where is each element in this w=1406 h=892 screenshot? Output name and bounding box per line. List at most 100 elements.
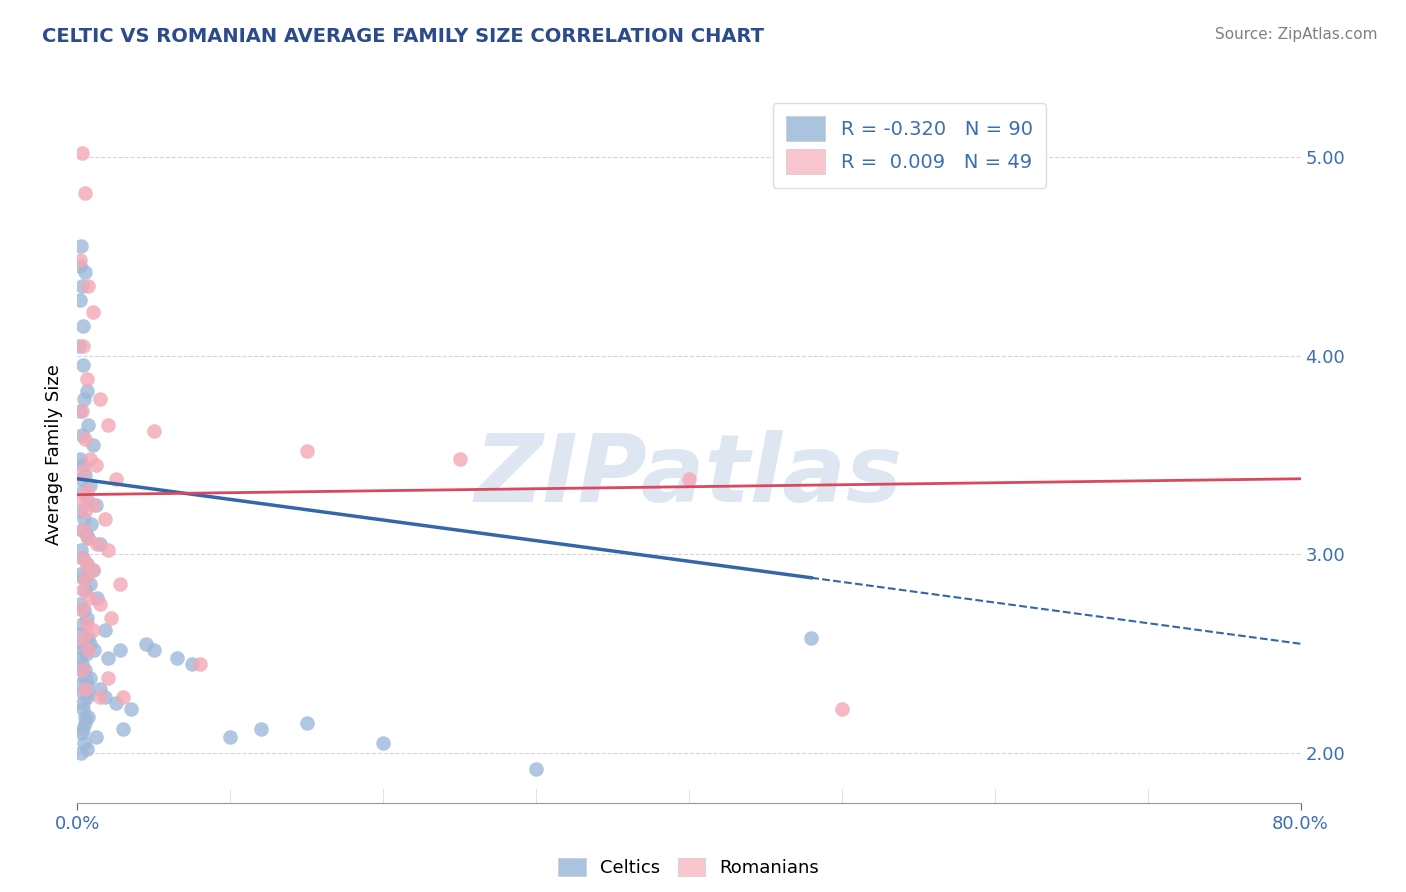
Point	[77, 532, 100, 546]
Point	[89, 537, 111, 551]
Point	[831, 702, 853, 716]
Point	[73, 663, 96, 677]
Point	[104, 472, 127, 486]
Point	[94, 511, 117, 525]
Point	[70, 428, 93, 442]
Point	[79, 477, 101, 491]
Point	[72, 702, 94, 716]
Point	[82, 438, 104, 452]
Point	[188, 657, 211, 671]
Point	[75, 527, 97, 541]
Y-axis label: Average Family Size: Average Family Size	[45, 365, 63, 545]
Point	[166, 650, 188, 665]
Point	[295, 716, 318, 731]
Point	[70, 627, 93, 641]
Point	[77, 532, 100, 546]
Point	[70, 279, 93, 293]
Point	[80, 517, 103, 532]
Point	[69, 404, 91, 418]
Point	[82, 498, 104, 512]
Point	[72, 631, 94, 645]
Point	[77, 710, 100, 724]
Point	[94, 623, 117, 637]
Point	[70, 746, 93, 760]
Point	[72, 697, 94, 711]
Point	[69, 650, 91, 665]
Point	[70, 543, 93, 558]
Point	[104, 697, 127, 711]
Point	[72, 637, 94, 651]
Point	[70, 663, 93, 677]
Point	[72, 359, 94, 373]
Point	[86, 591, 108, 605]
Point	[79, 591, 101, 605]
Point	[70, 726, 93, 740]
Point	[89, 597, 111, 611]
Point	[89, 392, 111, 407]
Point	[73, 716, 96, 731]
Point	[449, 451, 471, 466]
Point	[70, 145, 93, 160]
Point	[72, 642, 94, 657]
Point	[72, 571, 94, 585]
Point	[73, 583, 96, 598]
Point	[72, 318, 94, 333]
Point	[73, 682, 96, 697]
Point	[72, 686, 94, 700]
Point	[69, 259, 91, 273]
Point	[89, 690, 111, 705]
Point	[76, 372, 98, 386]
Point	[79, 671, 101, 685]
Point	[76, 676, 98, 690]
Point	[72, 551, 94, 566]
Point	[97, 671, 120, 685]
Point	[112, 690, 135, 705]
Point	[79, 577, 101, 591]
Point	[76, 384, 98, 399]
Point	[84, 458, 107, 472]
Point	[97, 418, 120, 433]
Point	[73, 186, 96, 200]
Point	[82, 305, 104, 319]
Point	[69, 293, 91, 307]
Point	[70, 551, 93, 566]
Point	[89, 682, 111, 697]
Point	[69, 567, 91, 582]
Point	[82, 563, 104, 577]
Point	[69, 503, 91, 517]
Point	[75, 647, 97, 661]
Point	[72, 524, 94, 538]
Point	[86, 537, 108, 551]
Point	[84, 730, 107, 744]
Point	[73, 710, 96, 724]
Point	[73, 392, 96, 407]
Point	[800, 631, 823, 645]
Point	[77, 686, 100, 700]
Point	[76, 742, 98, 756]
Point	[181, 657, 204, 671]
Point	[67, 338, 90, 352]
Point	[69, 253, 91, 268]
Point	[70, 404, 93, 418]
Point	[120, 702, 142, 716]
Point	[76, 611, 98, 625]
Point	[73, 432, 96, 446]
Point	[70, 663, 93, 677]
Point	[112, 723, 135, 737]
Point	[142, 642, 165, 657]
Point	[70, 491, 93, 506]
Point	[94, 690, 117, 705]
Point	[70, 603, 93, 617]
Point	[73, 671, 96, 685]
Point	[100, 611, 122, 625]
Point	[83, 642, 105, 657]
Point	[371, 736, 394, 750]
Legend: Celtics, Romanians: Celtics, Romanians	[551, 850, 827, 884]
Point	[142, 424, 165, 438]
Point	[69, 676, 91, 690]
Point	[79, 637, 101, 651]
Point	[73, 736, 96, 750]
Point	[76, 690, 98, 705]
Point	[76, 491, 98, 506]
Point	[77, 418, 100, 433]
